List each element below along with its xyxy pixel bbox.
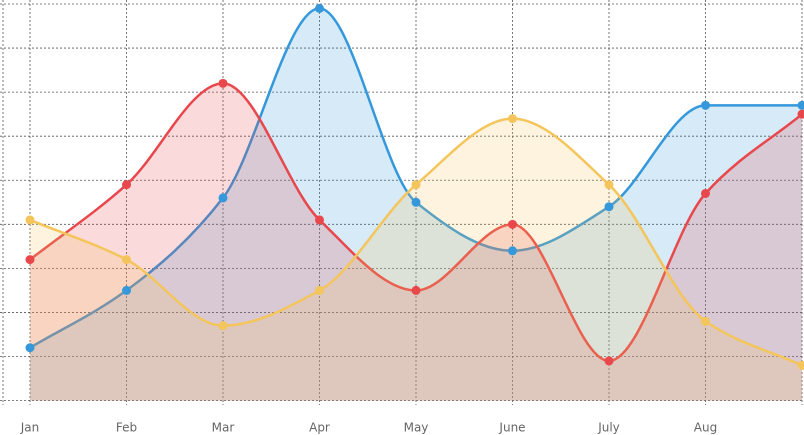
point — [218, 78, 228, 88]
x-tick-label: July — [597, 421, 620, 435]
point — [797, 360, 804, 370]
point — [508, 246, 517, 256]
point — [411, 197, 421, 207]
point — [315, 3, 324, 13]
point — [122, 180, 131, 190]
point — [315, 285, 324, 295]
point — [411, 180, 421, 190]
point — [604, 202, 614, 212]
point — [701, 316, 710, 326]
point — [411, 285, 421, 295]
x-tick-label: May — [404, 421, 429, 435]
x-tick-label: Apr — [309, 421, 330, 435]
point — [508, 219, 517, 229]
point — [701, 100, 710, 110]
point — [797, 109, 804, 119]
point — [218, 193, 228, 203]
x-tick-label: Mar — [212, 421, 235, 435]
point — [25, 343, 35, 353]
point — [701, 188, 710, 198]
point — [122, 285, 131, 295]
point — [122, 255, 131, 265]
point — [797, 100, 804, 110]
point — [25, 255, 35, 265]
point — [508, 114, 517, 124]
x-tick-label: Aug — [694, 421, 717, 435]
point — [315, 215, 324, 225]
point — [218, 321, 228, 331]
point — [604, 180, 614, 190]
x-tick-label: June — [498, 421, 525, 435]
x-tick-label: Jan — [20, 421, 40, 435]
x-tick-label: Feb — [116, 421, 137, 435]
series-line — [29, 7, 802, 349]
point — [25, 215, 35, 225]
point — [604, 356, 614, 366]
